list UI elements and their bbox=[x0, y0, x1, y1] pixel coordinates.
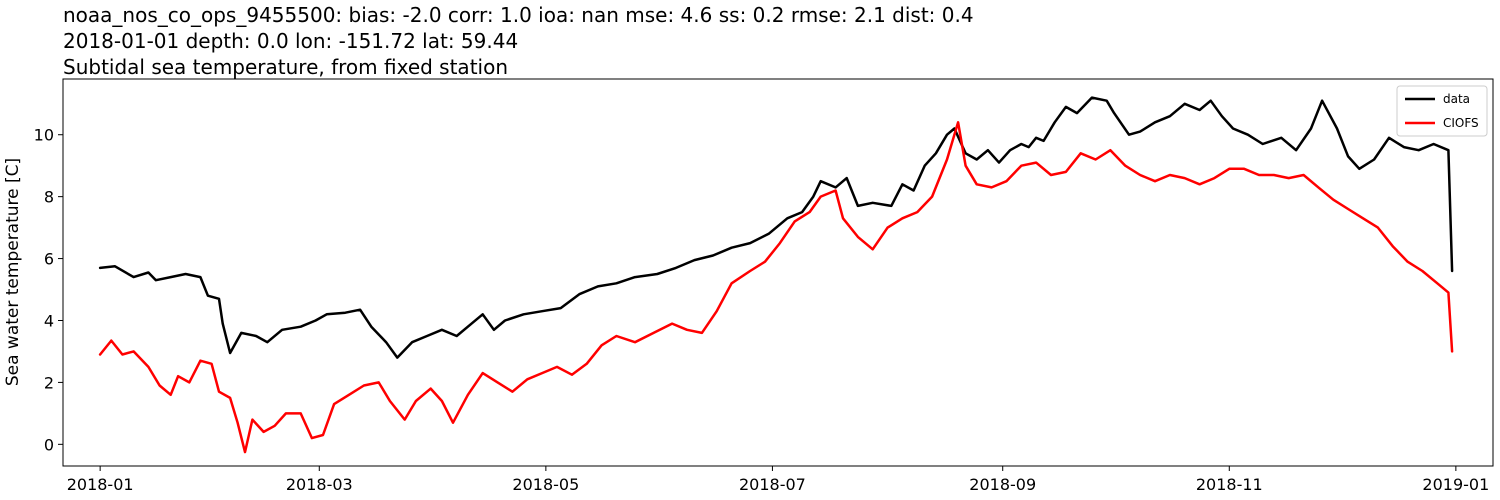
x-tick-label: 2019-01 bbox=[1422, 475, 1489, 494]
y-tick-label: 10 bbox=[34, 126, 54, 145]
x-tick-label: 2018-01 bbox=[67, 475, 134, 494]
x-tick-label: 2018-11 bbox=[1196, 475, 1263, 494]
y-tick-label: 4 bbox=[44, 311, 54, 330]
x-tick-label: 2018-09 bbox=[969, 475, 1036, 494]
legend-label-ciofs: CIOFS bbox=[1443, 116, 1479, 130]
y-tick-label: 0 bbox=[44, 435, 54, 454]
y-tick-label: 8 bbox=[44, 188, 54, 207]
series-line-data bbox=[98, 96, 1454, 359]
series-line-ciofs bbox=[98, 121, 1454, 454]
chart-title: noaa_nos_co_ops_9455500: bias: -2.0 corr… bbox=[63, 3, 974, 79]
legend: data CIOFS bbox=[1396, 85, 1488, 137]
y-tick-label: 2 bbox=[44, 373, 54, 392]
x-tick-label: 2018-05 bbox=[512, 475, 579, 494]
plot-area: 2018-01 2018-03 2018-05 2018-07 2018-09 2018-… bbox=[34, 96, 1489, 494]
x-tick-label: 2018-07 bbox=[739, 475, 806, 494]
y-axis-label: Sea water temperature [C] bbox=[3, 158, 23, 386]
axes-frame bbox=[62, 78, 1494, 467]
title-line-3: Subtidal sea temperature, from fixed sta… bbox=[63, 55, 508, 79]
y-tick-label: 6 bbox=[44, 250, 54, 269]
legend-label-data: data bbox=[1443, 92, 1470, 106]
title-line-2: 2018-01-01 depth: 0.0 lon: -151.72 lat: … bbox=[63, 29, 518, 53]
title-line-1: noaa_nos_co_ops_9455500: bias: -2.0 corr… bbox=[63, 3, 974, 27]
x-tick-label: 2018-03 bbox=[286, 475, 353, 494]
